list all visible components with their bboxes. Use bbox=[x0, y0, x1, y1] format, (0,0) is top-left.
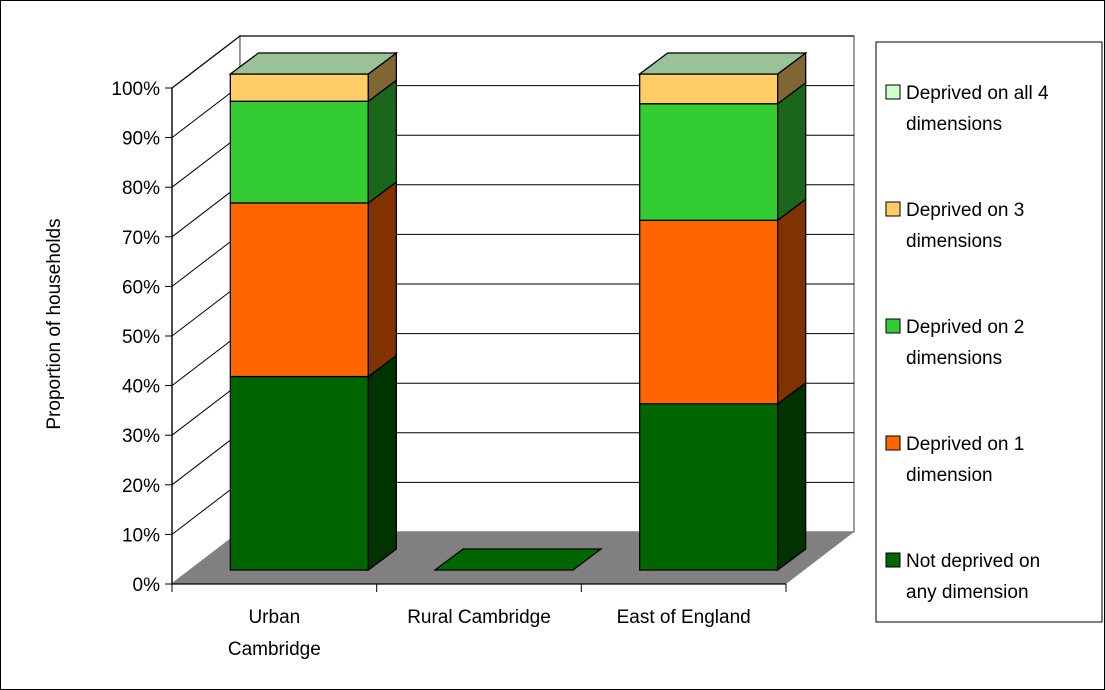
bar-segment bbox=[229, 73, 369, 102]
bar-segment-side bbox=[777, 81, 807, 222]
legend-label: Deprived on all 4 dimensions bbox=[906, 83, 1049, 135]
y-tick-labels: 0% 10% 20% 30% 40% 50% 60% 70% 80% 90% 100% bbox=[111, 79, 160, 596]
x-tick-labels: Urban Cambridge Rural Cambridge East of Eng… bbox=[228, 607, 751, 660]
legend-swatch bbox=[885, 552, 901, 568]
y-tick-label: 10% bbox=[122, 525, 160, 546]
y-tick-label: 20% bbox=[122, 476, 160, 497]
y-tick-label: 50% bbox=[122, 327, 160, 348]
y-tick-label: 60% bbox=[122, 277, 160, 298]
y-tick-label: 90% bbox=[122, 129, 160, 150]
bar-segment-side bbox=[367, 354, 397, 572]
legend-swatch bbox=[885, 318, 901, 334]
bar-segment bbox=[639, 73, 779, 105]
y-axis-title: Proportion of households bbox=[44, 218, 65, 429]
bars bbox=[228, 51, 808, 572]
bar-top bbox=[433, 548, 603, 571]
legend-swatch bbox=[885, 435, 901, 451]
y-tick-label: 80% bbox=[122, 178, 160, 199]
bar-segment-side bbox=[367, 180, 397, 378]
gridline bbox=[171, 35, 854, 89]
bar-top bbox=[228, 52, 399, 75]
legend-label: Deprived on 3 dimensions bbox=[906, 200, 1024, 252]
y-tick-label: 30% bbox=[122, 426, 160, 447]
legend-box bbox=[875, 41, 1103, 623]
x-tick-label: Rural Cambridge bbox=[407, 607, 551, 628]
bar-segment-side bbox=[777, 198, 807, 406]
bar-segment bbox=[229, 375, 369, 571]
legend-swatch bbox=[885, 201, 901, 217]
bar-top bbox=[637, 52, 808, 75]
bar-segment-side bbox=[777, 381, 807, 572]
y-tick-label: 70% bbox=[122, 228, 160, 249]
bar-segment bbox=[639, 103, 779, 221]
legend: Deprived on all 4 dimensions Deprived on 3… bbox=[875, 41, 1103, 623]
legend-label: Deprived on 2 dimensions bbox=[906, 317, 1024, 369]
bar-segment bbox=[639, 219, 779, 405]
y-tick-label: 40% bbox=[122, 377, 160, 398]
y-tick-label: 0% bbox=[133, 575, 161, 596]
legend-label: Not deprived on any dimension bbox=[906, 551, 1040, 603]
bar-segment bbox=[639, 403, 779, 571]
x-tick-label: East of England bbox=[617, 607, 751, 628]
axes bbox=[165, 87, 787, 592]
bar-segment bbox=[229, 100, 369, 204]
x-tick-label: Urban Cambridge bbox=[228, 607, 321, 660]
legend-swatch bbox=[885, 84, 901, 100]
bar-segment bbox=[229, 202, 369, 378]
legend-label: Deprived on 1 dimension bbox=[906, 434, 1024, 486]
y-tick-label: 100% bbox=[111, 79, 160, 100]
